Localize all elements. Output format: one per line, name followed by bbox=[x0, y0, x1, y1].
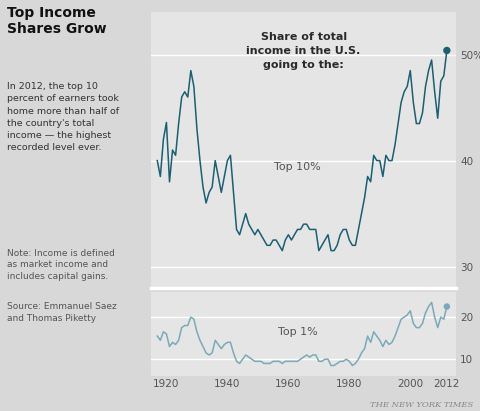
Text: THE NEW YORK TIMES: THE NEW YORK TIMES bbox=[370, 401, 473, 409]
Text: Source: Emmanuel Saez
and Thomas Piketty: Source: Emmanuel Saez and Thomas Piketty bbox=[7, 302, 117, 323]
Text: In 2012, the top 10
percent of earners took
home more than half of
the country's: In 2012, the top 10 percent of earners t… bbox=[7, 82, 120, 152]
Text: Top 10%: Top 10% bbox=[274, 162, 321, 171]
Text: Top 1%: Top 1% bbox=[277, 327, 317, 337]
Text: Share of total
income in the U.S.
going to the:: Share of total income in the U.S. going … bbox=[246, 32, 361, 69]
Point bbox=[443, 303, 451, 310]
Text: Top Income
Shares Grow: Top Income Shares Grow bbox=[7, 6, 107, 36]
Point bbox=[443, 47, 451, 54]
Text: Note: Income is defined
as market income and
includes capital gains.: Note: Income is defined as market income… bbox=[7, 249, 115, 281]
